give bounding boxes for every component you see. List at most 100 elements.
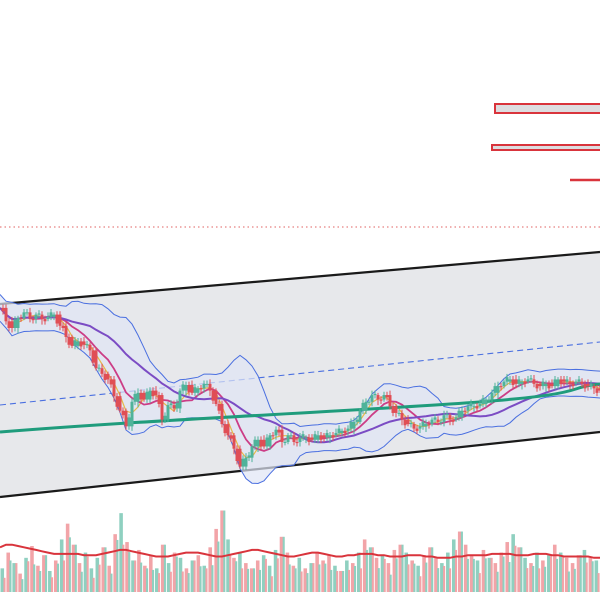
volume-bar bbox=[214, 528, 218, 592]
candle-body bbox=[559, 379, 563, 384]
candle-body bbox=[436, 419, 440, 422]
volume-ma-layer bbox=[0, 543, 600, 559]
candle-body bbox=[226, 424, 230, 436]
candle-body bbox=[283, 442, 287, 443]
candle-body bbox=[301, 434, 305, 438]
volume-bar bbox=[232, 557, 236, 592]
candle-body bbox=[160, 395, 164, 420]
volume-bar bbox=[250, 568, 254, 592]
volume-bar bbox=[410, 560, 414, 592]
volume-bar bbox=[3, 577, 6, 592]
volume-bar bbox=[190, 560, 195, 592]
candle-body bbox=[169, 403, 173, 406]
volume-bar bbox=[466, 558, 469, 592]
volume-bar bbox=[9, 560, 12, 592]
volume-bar bbox=[348, 569, 351, 592]
candle-body bbox=[523, 381, 527, 384]
volume-bar bbox=[407, 564, 410, 592]
volume-bar bbox=[48, 570, 52, 592]
volume-bar bbox=[345, 560, 349, 592]
candle-body bbox=[7, 321, 11, 328]
volume-bar bbox=[98, 564, 101, 592]
volume-bar bbox=[134, 560, 137, 592]
volume-bar bbox=[463, 544, 468, 592]
candle-body bbox=[322, 435, 326, 438]
candle-body bbox=[61, 325, 65, 328]
candle-body bbox=[70, 336, 74, 346]
volume-bar bbox=[15, 563, 18, 592]
candle-body bbox=[448, 415, 452, 420]
candle-body bbox=[385, 395, 389, 398]
candle-body bbox=[277, 429, 281, 433]
candle-body bbox=[490, 392, 494, 400]
volume-bar bbox=[74, 544, 77, 592]
channel-upper-line bbox=[0, 250, 600, 306]
volume-bar bbox=[330, 569, 333, 592]
volume-bar bbox=[544, 566, 547, 592]
candle-body bbox=[19, 317, 23, 319]
candle-body bbox=[229, 435, 233, 439]
volume-bar bbox=[255, 560, 260, 592]
volume-bar bbox=[532, 565, 535, 592]
volume-bar bbox=[21, 579, 24, 592]
candle-body bbox=[259, 439, 263, 447]
volume-bar bbox=[261, 555, 266, 592]
volume-bar bbox=[342, 570, 345, 592]
candle-body bbox=[568, 381, 572, 384]
candle-body bbox=[532, 379, 536, 384]
volume-bar bbox=[434, 557, 438, 592]
volume-bar bbox=[107, 565, 111, 592]
candle-body bbox=[10, 321, 14, 328]
volume-bar bbox=[163, 544, 166, 592]
candle-body bbox=[217, 404, 221, 411]
volume-bar bbox=[184, 568, 189, 592]
candle-body bbox=[535, 383, 539, 389]
volume-bar bbox=[374, 557, 379, 592]
volume-bar bbox=[217, 541, 220, 592]
volume-bar bbox=[425, 562, 428, 592]
volume-bar bbox=[478, 573, 481, 592]
candle-body bbox=[397, 412, 401, 414]
volume-bar bbox=[193, 560, 196, 592]
volume-bar bbox=[431, 547, 434, 592]
volume-bar bbox=[137, 549, 141, 592]
candle-body bbox=[31, 319, 35, 321]
volume-bar bbox=[288, 564, 291, 592]
volume-bar bbox=[460, 531, 463, 592]
volume-bar bbox=[520, 547, 523, 592]
candle-body bbox=[250, 446, 254, 458]
candle-body bbox=[238, 448, 242, 467]
candle-body bbox=[514, 379, 518, 384]
volume-bar bbox=[56, 563, 60, 592]
horizontal-markers bbox=[491, 103, 600, 182]
volume-bar bbox=[585, 562, 588, 592]
volume-bar bbox=[45, 555, 48, 592]
volume-bar bbox=[597, 573, 600, 592]
marker-box bbox=[494, 103, 600, 114]
candle-body bbox=[304, 437, 308, 439]
candle-body bbox=[595, 388, 599, 393]
candle-body bbox=[526, 379, 530, 382]
candle-body bbox=[352, 421, 356, 429]
candle-body bbox=[163, 415, 167, 420]
candle-body bbox=[478, 404, 482, 407]
volume-bar bbox=[538, 568, 541, 592]
volume-bar bbox=[570, 563, 575, 592]
candle-body bbox=[370, 395, 374, 402]
volume-bar bbox=[564, 557, 569, 592]
volume-bar bbox=[469, 555, 474, 592]
volume-bar bbox=[95, 557, 100, 592]
ma-trend-line bbox=[0, 382, 600, 434]
volume-bar bbox=[122, 544, 125, 592]
candle-body bbox=[106, 373, 110, 380]
candle-body bbox=[121, 410, 125, 416]
candle-body bbox=[295, 442, 299, 444]
volume-bar bbox=[380, 555, 385, 592]
candle-body bbox=[562, 379, 566, 382]
volume-bar bbox=[65, 523, 70, 592]
candle-body bbox=[97, 367, 101, 369]
volume-bar bbox=[175, 556, 178, 592]
candle-body bbox=[196, 388, 200, 393]
candle-body bbox=[340, 430, 344, 434]
